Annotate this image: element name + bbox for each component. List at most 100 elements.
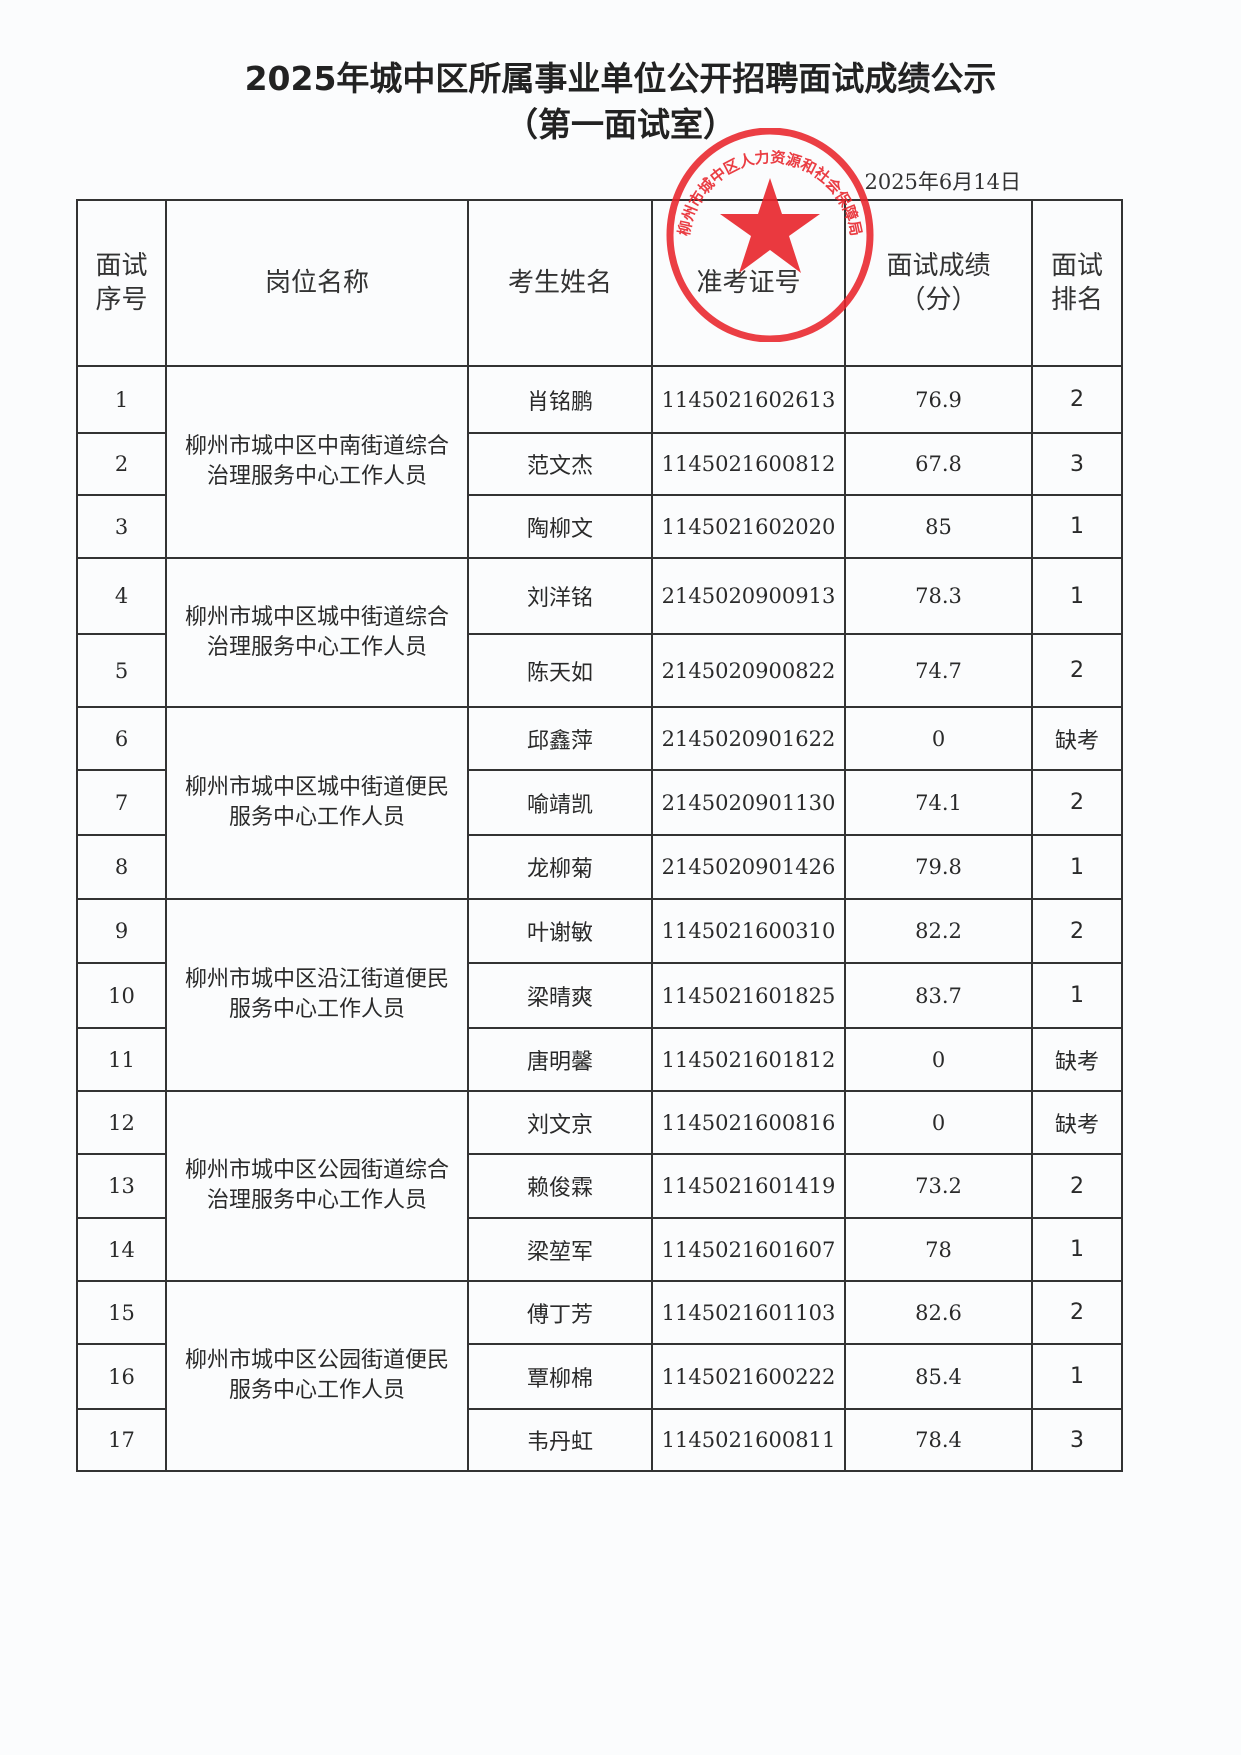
exam-id-cell: 2145020901622 bbox=[651, 706, 846, 771]
seq-cell: 7 bbox=[76, 769, 167, 836]
seq-cell: 3 bbox=[76, 494, 167, 559]
rank-cell: 1 bbox=[1031, 962, 1123, 1029]
header-rank: 面试 排名 bbox=[1031, 199, 1123, 367]
exam-id-cell: 1145021602020 bbox=[651, 494, 846, 559]
table-row: 2 范文杰 1145021600812 67.8 3 bbox=[76, 432, 1123, 496]
rank-cell: 3 bbox=[1031, 432, 1123, 496]
header-score: 面试成绩 （分） bbox=[844, 199, 1033, 367]
seq-cell: 4 bbox=[76, 557, 167, 635]
score-cell: 85 bbox=[844, 494, 1033, 559]
seq-cell: 15 bbox=[76, 1280, 167, 1345]
score-cell: 67.8 bbox=[844, 432, 1033, 496]
rank-cell: 3 bbox=[1031, 1408, 1123, 1472]
name-cell: 龙柳菊 bbox=[467, 834, 653, 900]
score-cell: 82.6 bbox=[844, 1280, 1033, 1345]
table-row: 17 韦丹虹 1145021600811 78.4 3 bbox=[76, 1408, 1123, 1472]
seq-cell: 12 bbox=[76, 1090, 167, 1155]
rank-cell: 2 bbox=[1031, 1280, 1123, 1345]
table-row: 7 喻靖凯 2145020901130 74.1 2 bbox=[76, 769, 1123, 836]
rank-cell: 2 bbox=[1031, 633, 1123, 708]
exam-id-cell: 1145021600222 bbox=[651, 1343, 846, 1410]
table-row: 10 梁晴爽 1145021601825 83.7 1 bbox=[76, 962, 1123, 1029]
table-row: 9 柳州市城中区沿江街道便民服务中心工作人员 叶谢敏 1145021600310 82.… bbox=[76, 898, 1123, 1092]
name-cell: 覃柳棉 bbox=[467, 1343, 653, 1410]
seq-cell: 1 bbox=[76, 365, 167, 434]
exam-id-cell: 1145021602613 bbox=[651, 365, 846, 434]
rank-cell: 2 bbox=[1031, 898, 1123, 964]
table-row: 3 陶柳文 1145021602020 85 1 bbox=[76, 494, 1123, 559]
exam-id-cell: 1145021601812 bbox=[651, 1027, 846, 1092]
header-seq: 面试 序号 bbox=[76, 199, 167, 367]
seq-cell: 11 bbox=[76, 1027, 167, 1092]
name-cell: 陶柳文 bbox=[467, 494, 653, 559]
exam-id-cell: 2145020901426 bbox=[651, 834, 846, 900]
score-cell: 0 bbox=[844, 1090, 1033, 1155]
exam-id-cell: 1145021601103 bbox=[651, 1280, 846, 1345]
name-cell: 喻靖凯 bbox=[467, 769, 653, 836]
header-name: 考生姓名 bbox=[467, 199, 653, 367]
exam-id-cell: 2145020900822 bbox=[651, 633, 846, 708]
seq-cell: 2 bbox=[76, 432, 167, 496]
name-cell: 梁晴爽 bbox=[467, 962, 653, 1029]
name-cell: 肖铭鹏 bbox=[467, 365, 653, 434]
table-row: 8 龙柳菊 2145020901426 79.8 1 bbox=[76, 834, 1123, 900]
exam-id-cell: 1145021601419 bbox=[651, 1153, 846, 1219]
rank-cell: 1 bbox=[1031, 834, 1123, 900]
exam-id-cell: 1145021601607 bbox=[651, 1217, 846, 1282]
name-cell: 陈天如 bbox=[467, 633, 653, 708]
score-cell: 78 bbox=[844, 1217, 1033, 1282]
exam-id-cell: 1145021600812 bbox=[651, 432, 846, 496]
exam-id-cell: 2145020901130 bbox=[651, 769, 846, 836]
score-cell: 74.1 bbox=[844, 769, 1033, 836]
name-cell: 邱鑫萍 bbox=[467, 706, 653, 771]
name-cell: 叶谢敏 bbox=[467, 898, 653, 964]
score-cell: 78.3 bbox=[844, 557, 1033, 635]
post-cell: 柳州市城中区城中街道综合治理服务中心工作人员 bbox=[165, 557, 469, 708]
table-row: 13 赖俊霖 1145021601419 73.2 2 bbox=[76, 1153, 1123, 1219]
name-cell: 韦丹虹 bbox=[467, 1408, 653, 1472]
name-cell: 刘洋铭 bbox=[467, 557, 653, 635]
exam-id-cell: 1145021600811 bbox=[651, 1408, 846, 1472]
rank-cell: 缺考 bbox=[1031, 1027, 1123, 1092]
table-row: 1 柳州市城中区中南街道综合治理服务中心工作人员 肖铭鹏 1145021602613 7… bbox=[76, 365, 1123, 559]
score-cell: 85.4 bbox=[844, 1343, 1033, 1410]
header-id: 准考证号 bbox=[651, 199, 846, 367]
name-cell: 傅丁芳 bbox=[467, 1280, 653, 1345]
seq-cell: 6 bbox=[76, 706, 167, 771]
score-cell: 0 bbox=[844, 1027, 1033, 1092]
rank-cell: 缺考 bbox=[1031, 706, 1123, 771]
publish-date: 2025年6月14日 bbox=[864, 170, 1021, 194]
score-cell: 0 bbox=[844, 706, 1033, 771]
seq-cell: 9 bbox=[76, 898, 167, 964]
exam-id-cell: 1145021601825 bbox=[651, 962, 846, 1029]
rank-cell: 2 bbox=[1031, 365, 1123, 434]
table-row: 12 柳州市城中区公园街道综合治理服务中心工作人员 刘文京 1145021600816… bbox=[76, 1090, 1123, 1282]
table-row: 11 唐明馨 1145021601812 0 缺考 bbox=[76, 1027, 1123, 1092]
name-cell: 刘文京 bbox=[467, 1090, 653, 1155]
rank-cell: 1 bbox=[1031, 1343, 1123, 1410]
post-cell: 柳州市城中区中南街道综合治理服务中心工作人员 bbox=[165, 365, 469, 559]
post-cell: 柳州市城中区公园街道综合治理服务中心工作人员 bbox=[165, 1090, 469, 1282]
seq-cell: 16 bbox=[76, 1343, 167, 1410]
seq-cell: 10 bbox=[76, 962, 167, 1029]
exam-id-cell: 1145021600816 bbox=[651, 1090, 846, 1155]
score-cell: 82.2 bbox=[844, 898, 1033, 964]
rank-cell: 缺考 bbox=[1031, 1090, 1123, 1155]
rank-cell: 2 bbox=[1031, 769, 1123, 836]
score-cell: 76.9 bbox=[844, 365, 1033, 434]
score-cell: 79.8 bbox=[844, 834, 1033, 900]
table-row: 4 柳州市城中区城中街道综合治理服务中心工作人员 刘洋铭 2145020900913 7… bbox=[76, 557, 1123, 708]
post-cell: 柳州市城中区城中街道便民服务中心工作人员 bbox=[165, 706, 469, 900]
rank-cell: 1 bbox=[1031, 494, 1123, 559]
exam-id-cell: 2145020900913 bbox=[651, 557, 846, 635]
seq-cell: 14 bbox=[76, 1217, 167, 1282]
header-post: 岗位名称 bbox=[165, 199, 469, 367]
seq-cell: 8 bbox=[76, 834, 167, 900]
post-cell: 柳州市城中区公园街道便民服务中心工作人员 bbox=[165, 1280, 469, 1472]
name-cell: 赖俊霖 bbox=[467, 1153, 653, 1219]
page-subtitle: （第一面试室） bbox=[505, 105, 736, 144]
seq-cell: 13 bbox=[76, 1153, 167, 1219]
page-title: 2025年城中区所属事业单位公开招聘面试成绩公示 bbox=[244, 59, 997, 98]
score-cell: 78.4 bbox=[844, 1408, 1033, 1472]
score-cell: 73.2 bbox=[844, 1153, 1033, 1219]
